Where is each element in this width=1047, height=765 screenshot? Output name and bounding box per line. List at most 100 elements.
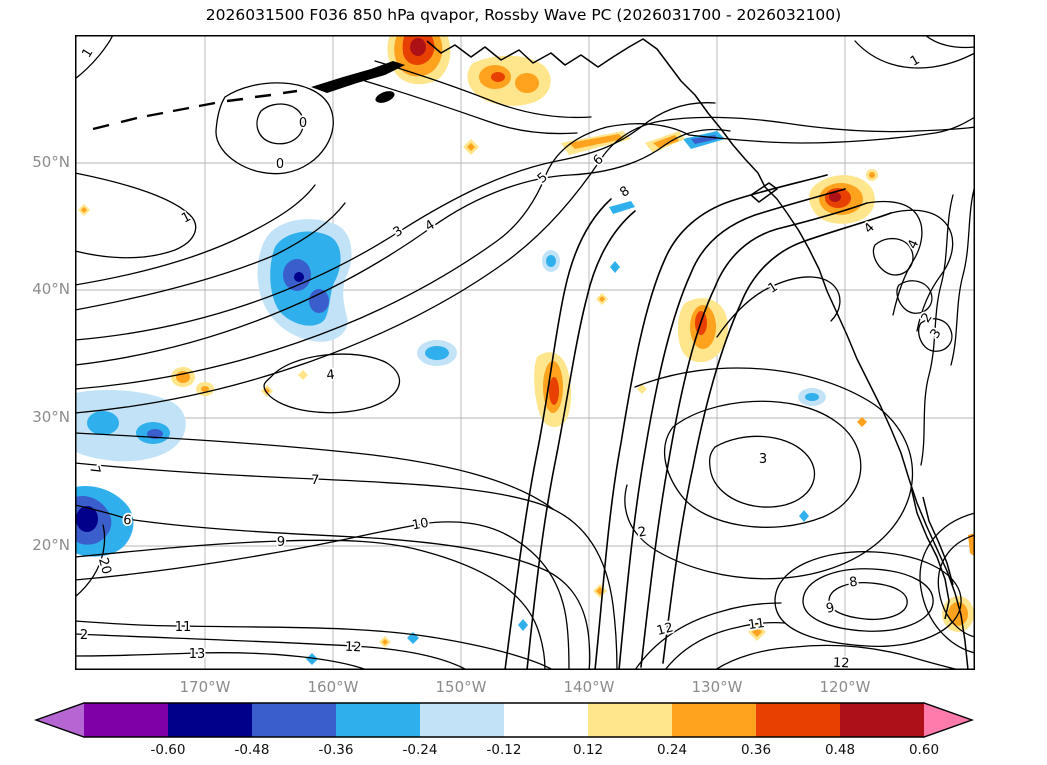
aleutian-islands-path <box>92 89 298 131</box>
contour-path <box>924 35 975 49</box>
contour-path <box>866 200 923 316</box>
shading-patch <box>294 272 304 282</box>
shading-patch <box>869 172 875 178</box>
shading-patch <box>76 506 98 532</box>
colorbar-tick: 0.12 <box>573 742 603 758</box>
contour-path <box>716 276 841 338</box>
contour-path <box>75 172 197 259</box>
shading-patch <box>857 417 867 427</box>
chart-title: 2026031500 F036 850 hPa qvapor, Rossby W… <box>205 6 842 24</box>
shading-patch <box>201 386 209 392</box>
shading-patch <box>546 255 556 267</box>
contour-path <box>896 280 933 314</box>
shading-patch <box>799 510 809 522</box>
map-frame <box>75 35 975 670</box>
contour-path <box>75 633 468 670</box>
shading-patch <box>298 370 308 380</box>
contour-lines <box>75 35 975 670</box>
colorbar-tick: -0.36 <box>319 742 354 758</box>
lon-tick-160w: 160°W <box>307 678 359 696</box>
contour-path <box>75 102 716 341</box>
contour-path <box>640 202 868 668</box>
shading-patch <box>410 38 426 56</box>
contour-path <box>890 209 954 332</box>
contour-path <box>664 621 786 670</box>
shading-patch <box>515 73 539 93</box>
colorbar-segment <box>336 703 420 737</box>
map-plot: 0 0 1 1 3 4 5 6 8 4 1 7 7 6 9 10 20 11 2… <box>75 35 975 670</box>
lat-tick-50n: 50°N <box>32 153 70 171</box>
coastline-path <box>910 486 950 620</box>
shading-patch <box>549 377 559 405</box>
colorbar-segment <box>252 703 336 737</box>
contour-path <box>937 534 975 638</box>
lat-tick-40n: 40°N <box>32 280 70 298</box>
colorbar-segment <box>756 703 840 737</box>
contour-path <box>75 116 975 414</box>
contour-label: 8 <box>848 575 858 591</box>
contour-path <box>594 174 828 670</box>
shading-patches <box>75 35 975 665</box>
colorbar-segment <box>168 703 252 737</box>
contour-path <box>75 652 368 670</box>
colorbar-tick: -0.60 <box>151 742 186 758</box>
coastlines <box>92 38 969 670</box>
contour-path <box>263 353 400 414</box>
contour-label: 9 <box>277 535 285 550</box>
colorbar-tick: 0.36 <box>741 742 771 758</box>
contour-label: 0 <box>299 116 307 131</box>
contour-label: 6 <box>122 513 132 529</box>
colorbar-segment <box>84 703 168 737</box>
contour-label: 7 <box>311 473 320 488</box>
colorbar-segment <box>504 703 588 737</box>
shading-patch <box>569 134 623 149</box>
contour-path <box>663 400 862 528</box>
lon-tick-120w: 120°W <box>819 678 871 696</box>
contour-path <box>75 432 554 510</box>
contour-path <box>75 524 106 598</box>
contour-path <box>75 521 570 670</box>
contour-path <box>364 80 578 135</box>
shading-patch <box>829 192 841 202</box>
coastline-path <box>922 496 954 586</box>
contour-path <box>618 188 846 670</box>
contour-path <box>872 238 914 276</box>
contour-path <box>919 512 975 654</box>
colorbar-segment <box>588 703 672 737</box>
colorbar-segment <box>672 703 756 737</box>
contour-label: 12 <box>655 620 675 639</box>
contour-label: 20 <box>95 556 114 576</box>
shading-patch <box>610 261 620 273</box>
shading-patch <box>382 639 388 645</box>
contour-label: 11 <box>175 620 192 635</box>
contour-path <box>75 35 114 80</box>
contour-label: 11 <box>747 616 765 633</box>
shading-patch <box>518 619 528 631</box>
contour-path <box>75 539 546 670</box>
shading-patch <box>653 135 679 148</box>
colorbar-tick: -0.24 <box>403 742 438 758</box>
lat-tick-30n: 30°N <box>32 408 70 426</box>
contour-label: 2 <box>80 628 88 643</box>
contour-path <box>918 318 953 352</box>
shading-patch <box>306 653 318 665</box>
shading-patch <box>309 289 329 313</box>
colorbar-under-arrow <box>36 703 84 737</box>
colorbar-tick: 0.60 <box>909 742 939 758</box>
contour-path <box>828 582 908 621</box>
contour-path <box>708 435 816 508</box>
contour-path <box>526 210 636 670</box>
kodiak-island <box>375 91 395 103</box>
shading-patch <box>599 296 605 302</box>
contour-path <box>774 551 962 647</box>
contour-path <box>256 103 304 145</box>
contour-label: 10 <box>411 516 430 534</box>
colorbar-tick: -0.48 <box>235 742 270 758</box>
contour-label: 4 <box>326 368 336 384</box>
contour-path <box>215 82 334 175</box>
lon-tick-140w: 140°W <box>563 678 615 696</box>
contour-path <box>634 602 782 670</box>
contour-path <box>624 367 914 580</box>
contour-path <box>504 198 612 670</box>
